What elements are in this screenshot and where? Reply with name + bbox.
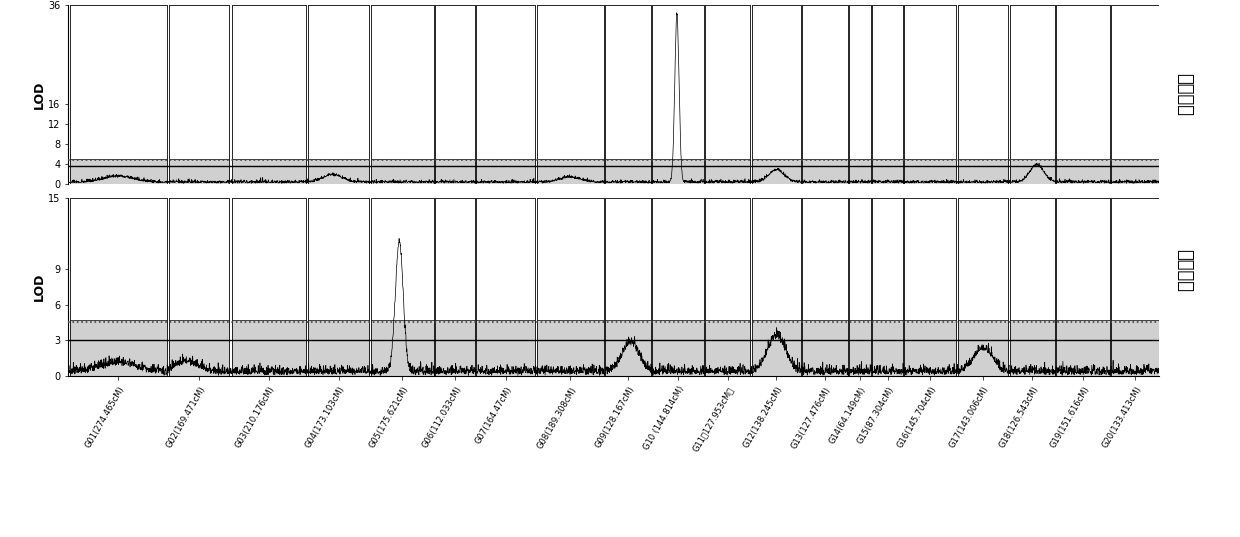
Bar — [476, 5, 534, 159]
Bar — [706, 5, 750, 159]
Bar — [1009, 5, 1054, 184]
Bar — [308, 5, 370, 184]
Bar — [848, 5, 872, 184]
Bar — [652, 198, 703, 320]
Bar — [69, 198, 167, 320]
Bar — [308, 198, 370, 320]
Bar — [802, 198, 848, 376]
Bar — [751, 198, 801, 376]
Bar — [69, 5, 167, 159]
Bar — [1111, 198, 1158, 320]
Bar — [802, 198, 848, 320]
Bar — [308, 5, 370, 159]
Bar — [1009, 198, 1054, 320]
Bar — [605, 198, 651, 376]
Bar — [1111, 5, 1158, 159]
Bar — [1056, 198, 1110, 320]
Bar — [1056, 5, 1110, 184]
Bar — [476, 198, 534, 320]
Bar — [652, 198, 703, 376]
Bar — [957, 198, 1008, 376]
Bar — [371, 198, 434, 376]
Bar — [706, 198, 750, 376]
Bar — [1009, 5, 1054, 159]
Bar — [904, 5, 956, 184]
Bar — [1056, 198, 1110, 376]
Bar — [872, 198, 903, 376]
Bar — [751, 5, 801, 184]
Bar — [69, 198, 167, 376]
Y-axis label: LOD: LOD — [32, 273, 46, 301]
Bar — [802, 5, 848, 159]
Bar — [605, 5, 651, 184]
Bar — [904, 198, 956, 376]
Bar — [1111, 5, 1158, 184]
Bar — [170, 5, 229, 159]
Bar — [652, 5, 703, 159]
Bar — [605, 5, 651, 159]
Bar — [170, 5, 229, 184]
Bar — [957, 5, 1008, 184]
Bar — [848, 198, 872, 376]
Bar — [232, 5, 306, 184]
Bar — [435, 198, 475, 376]
Bar — [537, 198, 604, 376]
Bar — [904, 198, 956, 320]
Bar — [537, 5, 604, 184]
Bar — [957, 5, 1008, 159]
Bar — [872, 198, 903, 320]
Bar — [476, 198, 534, 376]
Bar — [848, 198, 872, 320]
Bar — [232, 198, 306, 376]
Bar — [476, 5, 534, 184]
Bar — [308, 198, 370, 376]
Bar — [170, 198, 229, 320]
Bar — [170, 198, 229, 376]
Bar — [802, 5, 848, 184]
Bar — [751, 198, 801, 320]
Bar — [435, 198, 475, 320]
Bar — [872, 5, 903, 159]
Bar — [371, 198, 434, 320]
Bar — [435, 5, 475, 159]
Bar — [872, 5, 903, 184]
Bar — [904, 5, 956, 159]
Bar — [751, 5, 801, 159]
Bar — [371, 5, 434, 159]
Bar — [605, 198, 651, 320]
Bar — [537, 5, 604, 159]
Bar — [69, 5, 167, 184]
Bar — [957, 198, 1008, 320]
Bar — [1056, 5, 1110, 159]
Bar — [537, 198, 604, 320]
Bar — [706, 5, 750, 184]
Bar — [371, 5, 434, 184]
Bar — [232, 198, 306, 320]
Text: 雄花节位: 雄花节位 — [1176, 249, 1193, 292]
Bar — [232, 5, 306, 159]
Bar — [1009, 198, 1054, 376]
Bar — [652, 5, 703, 184]
Bar — [1111, 198, 1158, 376]
Bar — [706, 198, 750, 320]
Bar — [848, 5, 872, 159]
Bar — [435, 5, 475, 184]
Text: 雌花节位: 雌花节位 — [1176, 73, 1193, 116]
Y-axis label: LOD: LOD — [32, 80, 46, 108]
